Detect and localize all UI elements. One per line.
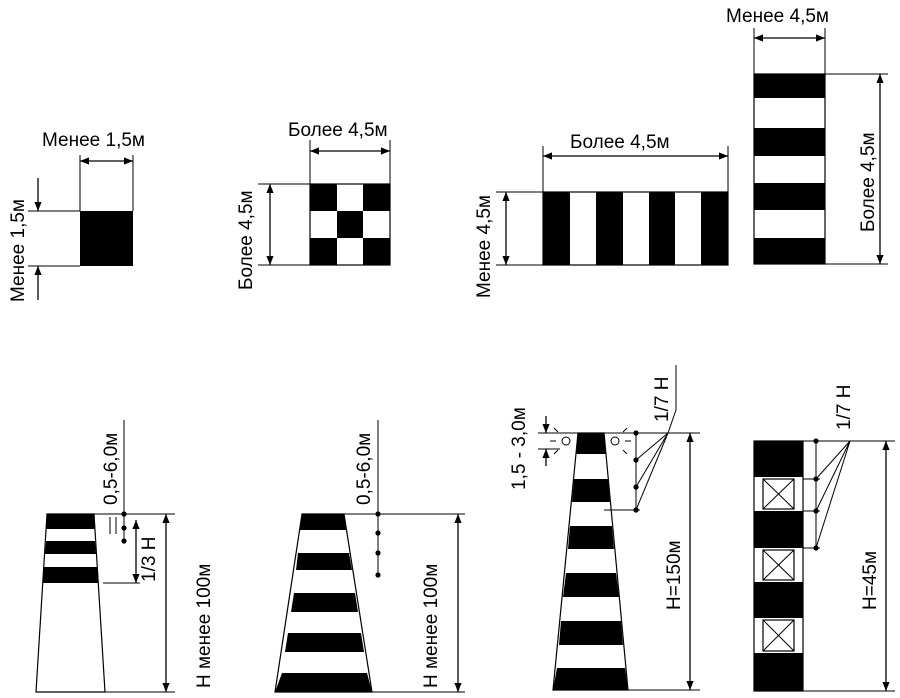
small-solid-marker: Менее 1,5м Менее 1,5м bbox=[8, 130, 145, 302]
chimney-150: 1,5 - 3,0м 1/7 Н Н=150м bbox=[509, 365, 700, 691]
label-more-4-5-horizontal-width: Более 4,5м bbox=[570, 132, 670, 153]
label-range-a: 0,5-6,0м bbox=[101, 433, 122, 505]
label-h-45: Н=45м bbox=[860, 551, 881, 610]
vertical-band-marker: Менее 4,5м Более 4,5м bbox=[726, 6, 888, 265]
label-third-h: 1/3 Н bbox=[139, 537, 160, 582]
label-less-1-5-width: Менее 1,5м bbox=[42, 130, 145, 151]
label-seventh-h-a: 1/7 Н bbox=[652, 377, 673, 422]
tower-45: 1/7 Н Н=45м bbox=[753, 385, 895, 692]
label-less-4-5-horizontal-height: Менее 4,5м bbox=[474, 195, 495, 298]
label-more-4-5-vertical-height: Более 4,5м bbox=[858, 132, 879, 232]
label-more-4-5-checker-width: Более 4,5м bbox=[288, 120, 388, 141]
chimney-large: 0,5-6,0м Н менее 100м bbox=[274, 420, 465, 693]
label-less-1-5-height: Менее 1,5м bbox=[8, 199, 29, 302]
label-h-150: Н=150м bbox=[664, 540, 685, 610]
label-h-less-100-a: Н менее 100м bbox=[194, 564, 215, 688]
label-seventh-h-b: 1/7 Н bbox=[834, 385, 855, 430]
label-less-4-5-vertical-width: Менее 4,5м bbox=[726, 6, 829, 27]
label-h-less-100-b: Н менее 100м bbox=[421, 564, 442, 688]
checker-marker: Более 4,5м Более 4,5м bbox=[236, 120, 391, 290]
label-range-b: 0,5-6,0м bbox=[354, 433, 375, 505]
horizontal-band-marker: Более 4,5м Менее 4,5м bbox=[474, 132, 729, 298]
label-range-c: 1,5 - 3,0м bbox=[509, 407, 530, 490]
chimney-small: 0,5-6,0м 1/3 Н Н менее 100м bbox=[35, 420, 215, 693]
label-more-4-5-checker-height: Более 4,5м bbox=[236, 190, 257, 290]
